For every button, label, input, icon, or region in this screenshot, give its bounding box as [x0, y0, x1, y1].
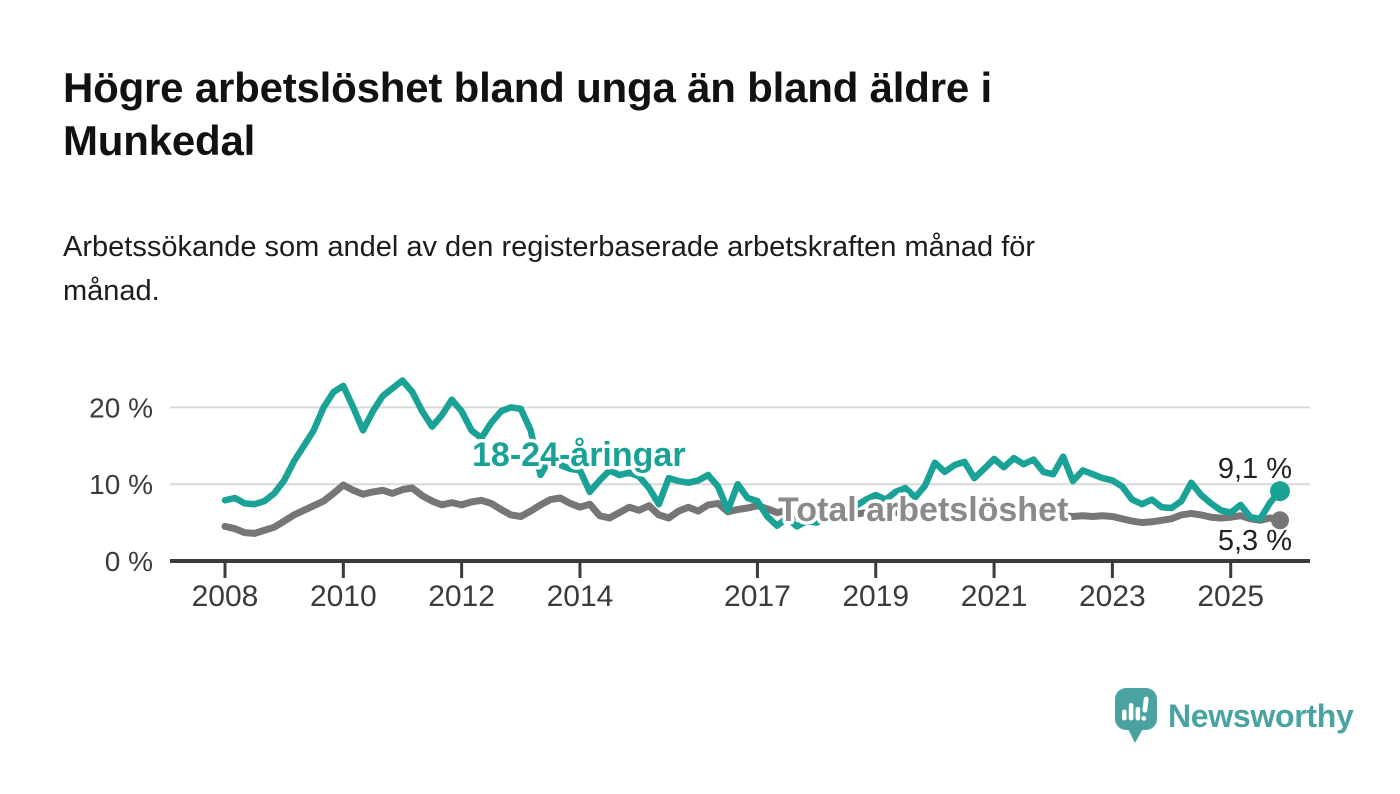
series-end-value-18-24-ringar: 9,1 % — [1218, 453, 1292, 485]
x-axis-label-2012: 2012 — [428, 580, 495, 613]
series-label-total-arbetsl-shet: Total arbetslöshet — [778, 491, 1068, 529]
y-axis-label-0: 0 % — [105, 546, 153, 577]
y-axis-label-10: 10 % — [89, 469, 153, 500]
x-axis-label-2019: 2019 — [842, 580, 909, 613]
series-line-total-arbetsl-shet — [221, 481, 1284, 537]
x-axis-label-2025: 2025 — [1197, 580, 1264, 613]
page-title: Högre arbetslöshet bland unga än bland ä… — [63, 64, 992, 164]
x-axis-label-2008: 2008 — [192, 580, 259, 613]
series-end-value-total-arbetsl-shet: 5,3 % — [1218, 525, 1292, 557]
x-axis-label-2017: 2017 — [724, 580, 791, 613]
bar-chart-glyph — [1122, 696, 1149, 721]
brand-name: Newsworthy — [1168, 697, 1354, 734]
y-axis-label-20: 20 % — [89, 392, 153, 423]
series-line-18-24-ringar — [221, 377, 1284, 530]
series-end-dot-18-24-ringar — [1270, 481, 1290, 502]
x-axis-label-2014: 2014 — [547, 580, 614, 613]
newsworthy-logo-icon — [1114, 687, 1158, 745]
x-axis-label-2010: 2010 — [310, 580, 377, 613]
x-axis-label-2023: 2023 — [1079, 580, 1146, 613]
x-axis-label-2021: 2021 — [961, 580, 1028, 613]
chart-subtitle: Arbetssökande som andel av den registerb… — [63, 231, 1036, 307]
series-label-18-24-ringar: 18-24-åringar — [472, 436, 686, 474]
series-end-dot-total-arbetsl-shet — [1271, 511, 1289, 530]
brand-footer: Newsworthy — [1114, 686, 1354, 746]
